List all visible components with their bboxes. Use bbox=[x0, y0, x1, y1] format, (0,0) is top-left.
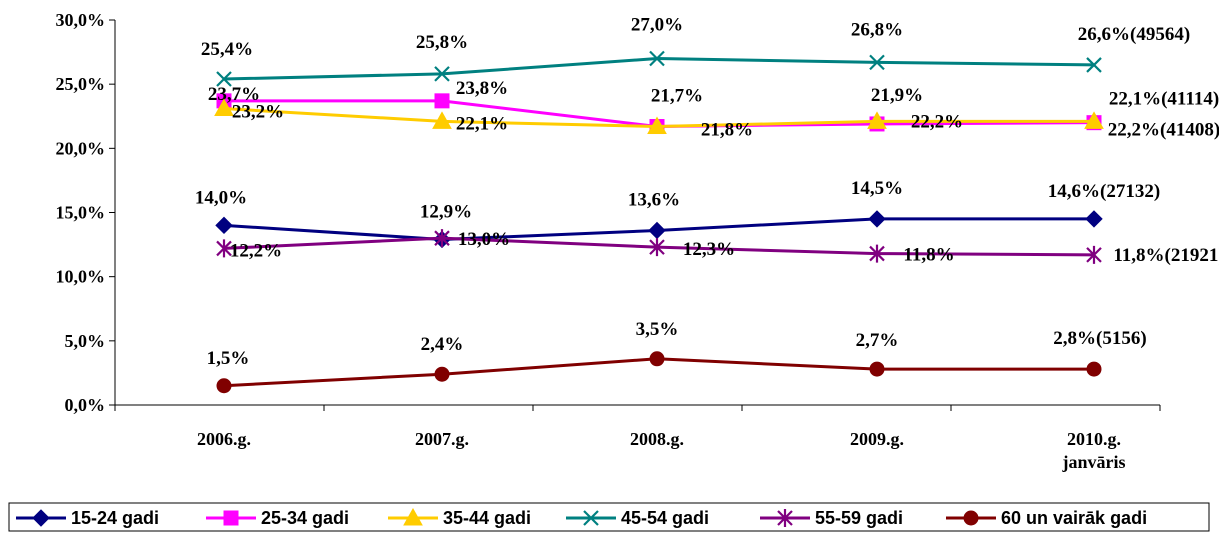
x-tick-label: janvāris bbox=[1062, 452, 1126, 472]
data-point bbox=[1085, 210, 1103, 228]
data-point bbox=[434, 66, 450, 82]
data-point bbox=[868, 210, 886, 228]
legend-item: 45-54 gadi bbox=[566, 508, 709, 528]
series-60-un-vair-k-gadi: 1,5% 2,4% 3,5% 2,7% 2,8%(5156) bbox=[207, 319, 1147, 394]
x-tick-label: 2008.g. bbox=[630, 429, 684, 449]
data-point bbox=[649, 50, 665, 67]
data-label: 3,5% bbox=[636, 319, 679, 340]
data-label: 2,4% bbox=[421, 334, 464, 355]
y-tick-label: 15,0% bbox=[56, 203, 106, 223]
data-label: 25,8% bbox=[416, 32, 468, 53]
data-label: 13,6% bbox=[628, 189, 680, 210]
data-label: 26,6%(49564) bbox=[1078, 24, 1190, 45]
series-55-59-gadi: 12,2% 13,0% 12,3% 11,8% 11,8%(21921) bbox=[216, 229, 1219, 266]
data-point bbox=[869, 244, 885, 263]
data-point bbox=[867, 111, 887, 129]
data-label: 23,7% bbox=[208, 84, 260, 105]
legend-item: 60 un vairāk gadi bbox=[946, 508, 1147, 528]
data-label: 14,5% bbox=[851, 178, 903, 199]
data-point bbox=[648, 221, 666, 240]
legend-marker bbox=[32, 509, 50, 527]
data-point bbox=[1084, 111, 1104, 129]
data-label: 14,0% bbox=[195, 187, 247, 208]
data-point bbox=[869, 54, 885, 71]
legend-marker bbox=[777, 509, 793, 527]
legend-item: 25-34 gadi bbox=[206, 508, 349, 528]
legend-label: 15-24 gadi bbox=[71, 508, 159, 528]
legend-item: 55-59 gadi bbox=[760, 508, 903, 528]
data-point bbox=[214, 98, 234, 117]
data-label: 13,0% bbox=[458, 229, 510, 250]
legend-item: 35-44 gadi bbox=[388, 507, 531, 528]
data-label: 23,8% bbox=[456, 78, 508, 99]
data-point bbox=[1086, 245, 1102, 264]
legend-marker bbox=[403, 507, 423, 526]
y-tick-label: 30,0% bbox=[56, 10, 106, 30]
legend-label: 45-54 gadi bbox=[621, 508, 709, 528]
data-label: 11,8%(21921) bbox=[1113, 245, 1219, 266]
data-label: 12,3% bbox=[683, 239, 735, 260]
series-35-44-gadi: 23,2% 22,1% 21,8% 22,2% 22,1%(41114) bbox=[214, 88, 1219, 141]
data-point bbox=[649, 351, 665, 367]
x-tick-label: 2010.g. bbox=[1067, 429, 1121, 449]
data-point bbox=[216, 239, 232, 258]
data-label: 25,4% bbox=[201, 39, 253, 60]
data-point bbox=[869, 361, 885, 377]
data-point bbox=[216, 71, 232, 87]
data-label: 22,1%(41114) bbox=[1109, 88, 1219, 109]
data-label: 22,2% bbox=[911, 111, 963, 132]
data-label: 2,8%(5156) bbox=[1053, 328, 1146, 349]
x-tick-label: 2009.g. bbox=[850, 429, 904, 449]
data-label: 14,6%(27132) bbox=[1048, 181, 1160, 202]
data-label: 12,9% bbox=[420, 201, 472, 222]
data-label: 23,2% bbox=[232, 102, 284, 123]
y-tick-label: 0,0% bbox=[65, 395, 106, 415]
legend-item: 15-24 gadi bbox=[16, 508, 159, 528]
data-point bbox=[215, 216, 233, 235]
series-15-24-gadi: 14,0% 12,9% 13,6% 14,5% 14,6%(27132) bbox=[195, 178, 1160, 249]
data-label: 21,9% bbox=[871, 85, 923, 106]
series-45-54-gadi: 25,4% 25,8% 27,0% 26,8% 26,6%(49564) bbox=[201, 15, 1190, 87]
y-tick-label: 25,0% bbox=[56, 74, 106, 94]
legend-label: 55-59 gadi bbox=[815, 508, 903, 528]
data-label: 26,8% bbox=[851, 19, 903, 40]
data-label: 22,2%(41408) bbox=[1108, 120, 1219, 141]
legend: 15-24 gadi 25-34 gadi 35-44 gadi 45-54 gadi… bbox=[8, 502, 1210, 532]
legend-label: 25-34 gadi bbox=[261, 508, 349, 528]
y-tick-label: 10,0% bbox=[56, 267, 106, 287]
data-label: 1,5% bbox=[207, 348, 250, 369]
legend-label: 35-44 gadi bbox=[443, 508, 531, 528]
data-label: 21,7% bbox=[651, 86, 703, 107]
data-point bbox=[432, 111, 452, 129]
data-label: 12,2% bbox=[230, 240, 282, 261]
data-label: 11,8% bbox=[903, 245, 954, 266]
legend-label: 60 un vairāk gadi bbox=[1001, 508, 1147, 528]
data-point bbox=[649, 238, 665, 257]
data-point bbox=[434, 93, 450, 109]
x-tick-label: 2007.g. bbox=[415, 429, 469, 449]
data-point bbox=[216, 378, 232, 394]
data-point bbox=[1086, 361, 1102, 377]
data-point bbox=[1086, 57, 1102, 73]
data-label: 27,0% bbox=[631, 15, 683, 36]
y-tick-label: 5,0% bbox=[65, 331, 106, 351]
data-point bbox=[434, 366, 450, 382]
data-label: 21,8% bbox=[701, 120, 753, 141]
legend-marker bbox=[223, 510, 239, 526]
data-label: 2,7% bbox=[856, 330, 899, 351]
legend-marker bbox=[963, 510, 979, 526]
x-tick-label: 2006.g. bbox=[197, 429, 251, 449]
legend-marker bbox=[583, 510, 599, 526]
y-tick-label: 20,0% bbox=[56, 138, 106, 158]
data-point bbox=[647, 116, 667, 135]
data-point bbox=[434, 229, 450, 248]
data-label: 22,1% bbox=[456, 113, 508, 134]
